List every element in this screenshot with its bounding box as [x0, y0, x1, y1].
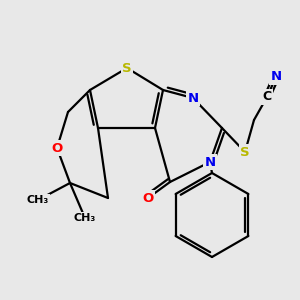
Text: O: O: [142, 191, 154, 205]
Text: CH₃: CH₃: [27, 195, 49, 205]
Text: CH₃: CH₃: [74, 213, 96, 223]
Text: S: S: [240, 146, 250, 158]
Text: N: N: [270, 70, 282, 83]
Text: N: N: [204, 155, 216, 169]
Text: N: N: [188, 92, 199, 104]
Text: S: S: [122, 61, 132, 74]
Text: C: C: [262, 91, 272, 103]
Text: O: O: [51, 142, 63, 154]
